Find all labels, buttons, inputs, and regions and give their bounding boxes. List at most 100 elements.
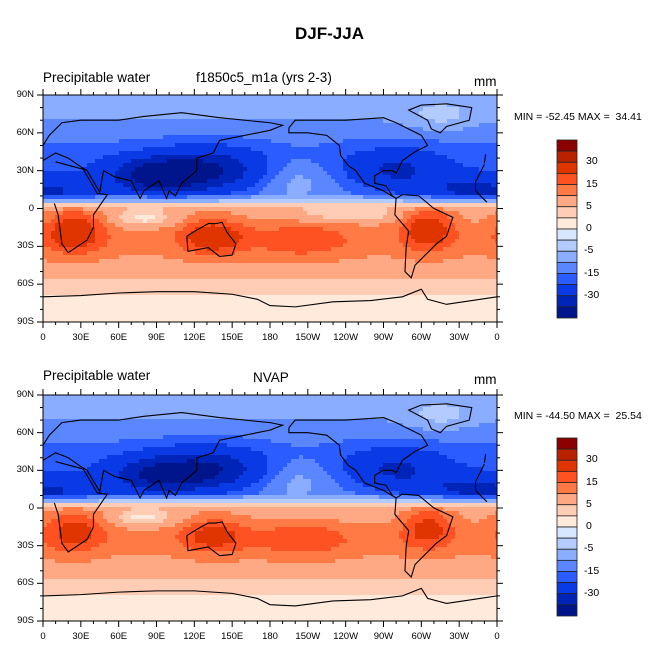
contour-cell xyxy=(411,163,416,168)
contour-cell xyxy=(323,267,328,272)
contour-cell xyxy=(275,183,280,188)
contour-cell xyxy=(471,103,476,108)
contour-cell xyxy=(383,167,388,172)
contour-cell xyxy=(119,203,124,208)
contour-cell xyxy=(423,207,428,212)
contour-cell xyxy=(395,127,400,132)
contour-cell xyxy=(163,163,168,168)
contour-cell xyxy=(175,231,180,236)
contour-cell xyxy=(319,135,324,140)
contour-cell xyxy=(175,259,180,264)
contour-cell xyxy=(467,155,472,160)
contour-cell xyxy=(335,131,340,136)
contour-cell xyxy=(371,103,376,108)
contour-cell xyxy=(95,247,100,252)
contour-cell xyxy=(175,107,180,112)
contour-cell xyxy=(419,123,424,128)
contour-cell xyxy=(115,211,120,216)
contour-cell xyxy=(427,115,432,120)
contour-cell xyxy=(431,151,436,156)
contour-cell xyxy=(187,235,192,240)
contour-cell xyxy=(99,147,104,152)
contour-cell xyxy=(179,139,184,144)
contour-cell xyxy=(55,115,60,120)
contour-cell xyxy=(411,219,416,224)
contour-cell xyxy=(103,203,108,208)
center-string: f1850c5_m1a (yrs 2-3) xyxy=(196,70,332,85)
contour-cell xyxy=(135,219,140,224)
contour-cell xyxy=(351,139,356,144)
contour-cell xyxy=(495,103,498,108)
contour-cell xyxy=(339,171,344,176)
contour-cell xyxy=(143,159,148,164)
contour-cell xyxy=(75,267,80,272)
contour-cell xyxy=(455,111,460,116)
contour-cell xyxy=(103,179,108,184)
contour-cell xyxy=(219,171,224,176)
contour-cell xyxy=(223,255,228,260)
contour-cell xyxy=(319,131,324,136)
contour-cell xyxy=(431,159,436,164)
contour-cell xyxy=(427,251,432,256)
contour-cell xyxy=(307,183,312,188)
contour-cell xyxy=(219,107,224,112)
contour-cell xyxy=(203,167,208,172)
contour-cell xyxy=(191,131,196,136)
contour-cell xyxy=(379,255,384,260)
contour-cell xyxy=(99,167,104,172)
contour-cell xyxy=(191,119,196,124)
contour-cell xyxy=(115,243,120,248)
contour-cell xyxy=(59,119,64,124)
contour-cell xyxy=(51,167,56,172)
contour-cell xyxy=(367,111,372,116)
contour-cell xyxy=(243,131,248,136)
contour-cell xyxy=(223,223,228,228)
contour-cell xyxy=(375,107,380,112)
contour-cell xyxy=(207,235,212,240)
contour-cell xyxy=(395,239,400,244)
contour-cell xyxy=(455,259,460,264)
contour-cell xyxy=(227,251,232,256)
contour-cell xyxy=(411,187,416,192)
contour-cell xyxy=(259,151,264,156)
contour-cell xyxy=(267,175,272,180)
contour-cell xyxy=(179,99,184,104)
contour-cell xyxy=(171,231,176,236)
contour-cell xyxy=(131,95,136,100)
contour-cell xyxy=(47,187,52,192)
contour-cell xyxy=(43,251,48,256)
contour-cell xyxy=(175,159,180,164)
contour-cell xyxy=(379,199,384,204)
contour-cell xyxy=(207,123,212,128)
contour-cell xyxy=(327,227,332,232)
contour-cell xyxy=(431,243,436,248)
contour-cell xyxy=(423,159,428,164)
contour-cell xyxy=(347,135,352,140)
contour-cell xyxy=(491,131,496,136)
contour-cell xyxy=(63,203,68,208)
contour-cell xyxy=(107,167,112,172)
contour-cell xyxy=(283,107,288,112)
contour-cell xyxy=(167,159,172,164)
contour-cell xyxy=(63,235,68,240)
contour-cell xyxy=(307,227,312,232)
contour-cell xyxy=(215,119,220,124)
contour-cell xyxy=(91,183,96,188)
contour-cell xyxy=(475,211,480,216)
contour-cell xyxy=(395,163,400,168)
contour-cell xyxy=(123,239,128,244)
contour-cell xyxy=(287,251,292,256)
contour-cell xyxy=(275,215,280,220)
contour-cell xyxy=(411,131,416,136)
contour-cell xyxy=(47,151,52,156)
contour-cell xyxy=(347,115,352,120)
contour-cell xyxy=(495,263,498,268)
contour-cell xyxy=(247,223,252,228)
contour-cell xyxy=(327,211,332,216)
contour-cell xyxy=(339,123,344,128)
contour-cell xyxy=(119,251,124,256)
contour-cell xyxy=(255,239,260,244)
contour-cell xyxy=(411,263,416,268)
contour-cell xyxy=(483,131,488,136)
contour-cell xyxy=(147,195,152,200)
